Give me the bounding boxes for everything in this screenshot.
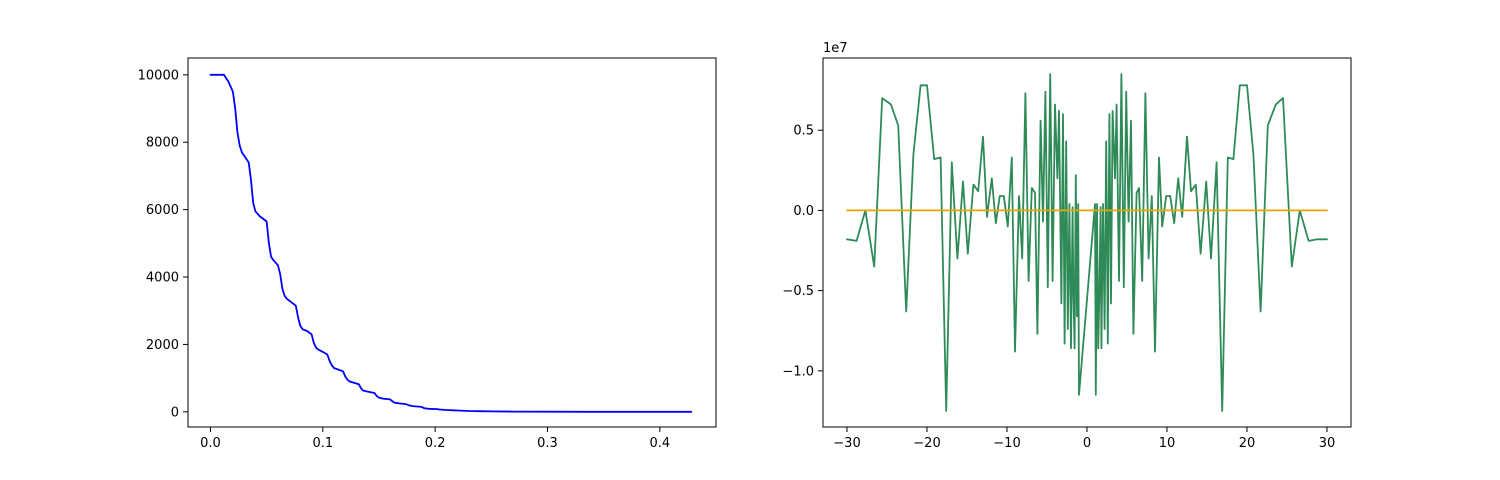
y-offset-label: 1e7 [823,41,848,56]
x-tick-label: −30 [833,436,860,451]
x-tick-label: 20 [1239,436,1256,451]
x-tick-label: 0.4 [649,436,670,451]
series-line-1 [209,73,693,413]
y-tick-label: −0.5 [782,284,814,299]
x-tick-label: 30 [1319,436,1336,451]
y-tick-label: 0.5 [793,124,814,139]
right-chart: −30 −20 −10 0 10 20 30 −1.0 −0.5 0.0 0.5 1e7 [782,41,1352,451]
x-tick-label: 0 [1083,436,1091,451]
x-tick-label: 10 [1159,436,1176,451]
x-tick-label: 0.2 [425,436,446,451]
y-tick-label: 6000 [146,203,179,218]
x-tick-label: −10 [993,436,1020,451]
x-tick-label: −20 [913,436,940,451]
x-tick-label: 0.3 [537,436,558,451]
y-tick-label: 8000 [146,136,179,151]
y-tick-label: 0.0 [793,204,814,219]
y-tick-label: −1.0 [782,364,814,379]
y-tick-label: 0 [171,405,179,420]
x-tick-label: 0.1 [312,436,333,451]
y-tick-label: 10000 [138,68,179,83]
y-tick-label: 2000 [146,338,179,353]
y-tick-label: 4000 [146,271,179,286]
left-chart: 0.0 0.1 0.2 0.3 0.4 0 2000 4000 6000 8000 10000 [138,57,717,451]
x-tick-label: 0.0 [200,436,221,451]
series-line-1 [846,73,1328,412]
axes-frame [187,57,717,428]
